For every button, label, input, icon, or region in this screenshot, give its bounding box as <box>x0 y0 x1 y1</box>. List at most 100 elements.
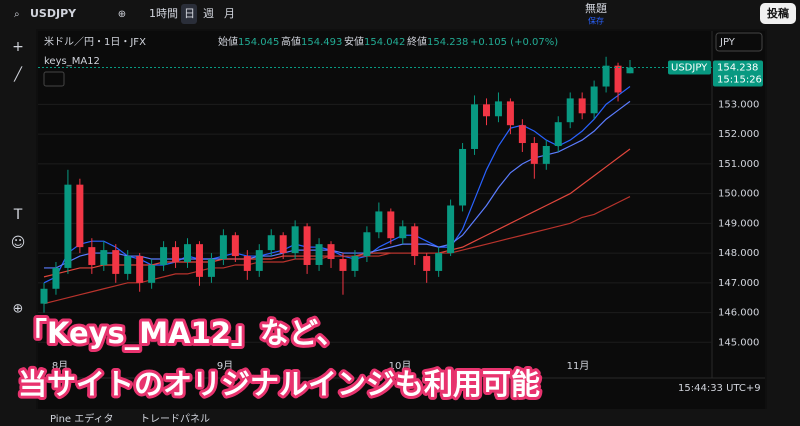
candle-body <box>88 247 96 265</box>
left-toolbar <box>0 29 36 426</box>
candle-body <box>590 86 598 114</box>
candle-body <box>399 226 407 239</box>
candle-body <box>279 235 287 254</box>
publish[interactable]: 投稿 <box>767 6 789 20</box>
candle-body <box>518 125 526 144</box>
candle-body <box>494 101 502 117</box>
interval[interactable]: 1時間 <box>149 7 178 20</box>
interval-active <box>181 4 197 24</box>
candle-body <box>243 256 251 271</box>
currency-box[interactable] <box>715 32 763 52</box>
y-tick-label: 151.000 <box>718 159 759 170</box>
candle-body <box>160 247 168 265</box>
bottom-tab[interactable]: トレードパネル <box>140 413 210 425</box>
candle-body <box>315 244 323 265</box>
candle-body <box>375 211 383 233</box>
price-tag: 154.238 <box>717 63 758 74</box>
candle-body <box>291 226 299 254</box>
candle-body <box>112 250 120 274</box>
y-tick-label: 148.000 <box>718 248 759 259</box>
candle-body <box>124 256 132 274</box>
low: 154.042 <box>364 37 405 48</box>
candle-body <box>435 253 443 271</box>
candle-body <box>76 184 84 248</box>
bottom-bar <box>0 409 767 426</box>
emoji-tool[interactable]: ☺ <box>11 235 26 251</box>
candle-body <box>602 65 610 87</box>
plot: 145.000 146.000 147.000 148.000 149.000 150.0… <box>38 56 763 372</box>
candle-body <box>554 122 562 146</box>
symbol-tag-bg <box>668 60 711 75</box>
high: 154.493 <box>301 37 342 48</box>
crosshair-tool[interactable]: + <box>12 39 24 55</box>
interval[interactable]: 週 <box>203 7 214 20</box>
candle-body <box>172 247 180 262</box>
clock: 15:44:33 UTC+9 <box>678 383 761 394</box>
y-tick-label: 145.000 <box>718 337 759 348</box>
publish-button[interactable] <box>760 3 796 24</box>
candle-body <box>351 256 359 271</box>
candle-body <box>387 211 395 239</box>
candle-body <box>100 250 108 265</box>
right-sidebar <box>767 29 800 426</box>
candle-body <box>411 226 419 257</box>
x-tick-label: 10月 <box>389 360 412 372</box>
save[interactable]: 保存 <box>588 16 604 26</box>
candle-body <box>184 244 192 262</box>
candle-body <box>626 67 634 74</box>
candle-body <box>136 256 144 283</box>
high-label: 高値 <box>281 35 301 48</box>
interval[interactable]: 日 <box>184 7 195 20</box>
candle-body <box>423 256 431 271</box>
candle-body <box>207 259 215 277</box>
line-tool[interactable]: ╱ <box>13 66 23 83</box>
chart-pane <box>38 31 765 409</box>
candle-body <box>219 235 227 260</box>
candle-body <box>506 101 514 126</box>
candle-body <box>578 98 586 114</box>
candle-body <box>195 244 203 277</box>
collapse-button[interactable] <box>43 71 65 87</box>
candle-body <box>267 235 275 251</box>
layout-name[interactable]: 無題 <box>585 1 607 15</box>
y-tick-label: 147.000 <box>718 278 759 289</box>
top-toolbar <box>0 0 800 29</box>
price-tag-bg <box>713 60 763 87</box>
symbol[interactable]: USDJPY <box>30 7 77 20</box>
candle-body <box>231 235 239 257</box>
close-label: 終値 <box>407 35 427 48</box>
open-label: 始値 <box>218 35 238 48</box>
candle-body <box>482 104 490 117</box>
symbol-tag: USDJPY <box>671 63 708 74</box>
caption-line: 「Keys_MA12」など、 <box>18 316 346 350</box>
y-tick-label: 153.000 <box>718 99 759 110</box>
caption-line: 当サイトのオリジナルインジも利用可能 <box>18 367 540 401</box>
add-icon[interactable]: ⊕ <box>118 9 126 20</box>
countdown: 15:15:26 <box>717 75 762 86</box>
candle-body <box>363 232 371 257</box>
zoom-tool[interactable]: ⊕ <box>13 302 24 317</box>
close: 154.238 <box>427 37 468 48</box>
text-tool[interactable]: T <box>13 207 23 223</box>
candle-body <box>303 226 311 265</box>
candle-body <box>614 65 622 93</box>
x-tick-label: 8月 <box>52 360 68 372</box>
currency[interactable]: JPY <box>719 37 736 48</box>
interval[interactable]: 月 <box>224 7 235 20</box>
y-tick-label: 150.000 <box>718 189 759 200</box>
change: +0.105 (+0.07%) <box>470 37 558 48</box>
search-icon[interactable]: ⌕ <box>14 9 20 20</box>
bottom-tab[interactable]: Pine エディタ <box>50 412 114 425</box>
candle-body <box>542 146 550 164</box>
candle-body <box>40 288 48 304</box>
candle-body <box>447 205 455 254</box>
low-label: 安値 <box>344 35 364 48</box>
y-tick-label: 152.000 <box>718 129 759 140</box>
candle-body <box>327 244 335 260</box>
candle-body <box>255 250 263 271</box>
candle-body <box>52 267 60 289</box>
y-tick-label: 146.000 <box>718 308 759 319</box>
y-tick-label: 149.000 <box>718 218 759 229</box>
indicator-name[interactable]: keys_MA12 <box>44 56 100 67</box>
